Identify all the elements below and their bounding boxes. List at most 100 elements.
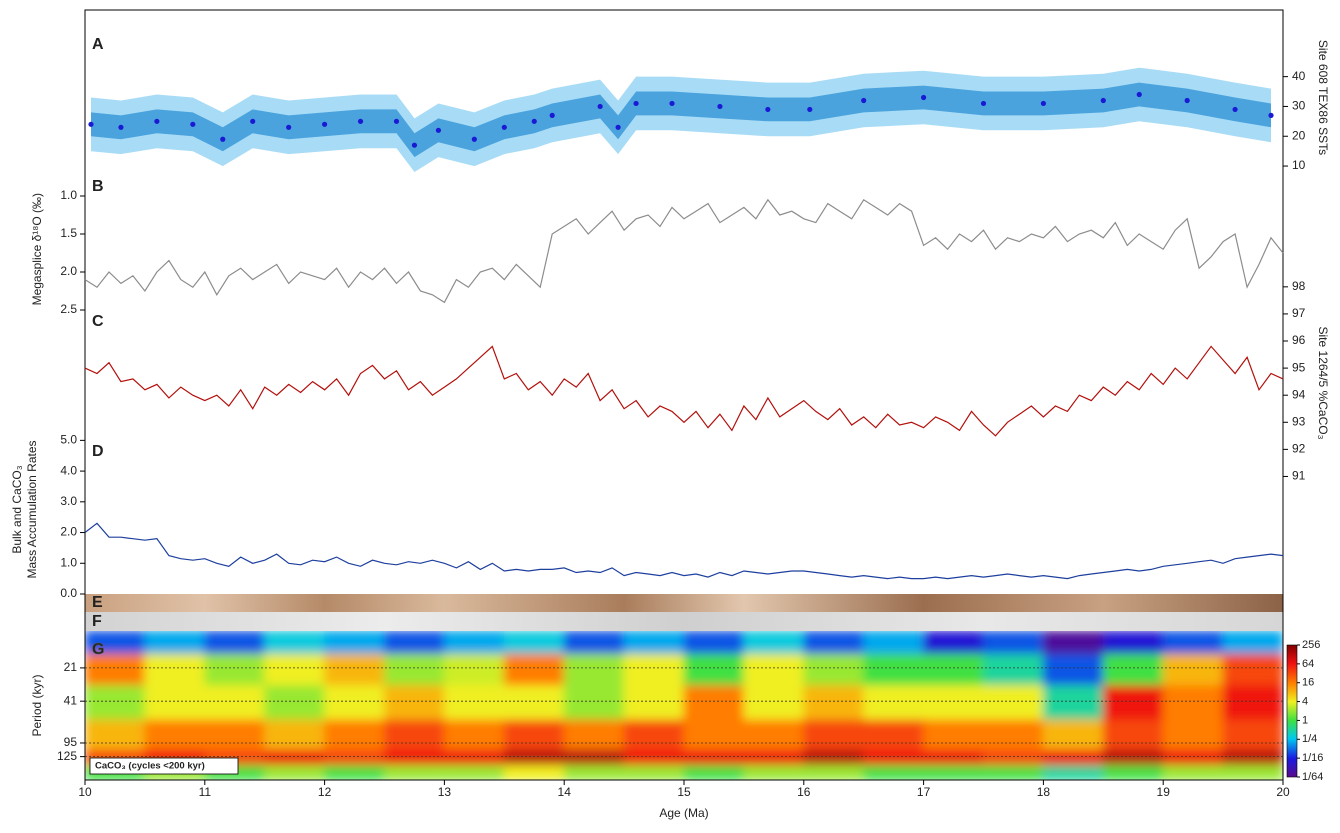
y-tick-label: 41 xyxy=(64,693,78,707)
heat-cell xyxy=(743,719,805,751)
core-image-strip xyxy=(85,594,1283,612)
y-tick-label: 96 xyxy=(1292,333,1306,347)
data-point xyxy=(88,121,94,127)
y-tick-label: 10 xyxy=(1292,158,1306,172)
y-tick-label: 4.0 xyxy=(60,463,77,477)
data-point xyxy=(1232,106,1238,113)
data-point xyxy=(549,112,555,118)
heat-cell xyxy=(683,719,745,751)
heat-cell xyxy=(204,631,266,655)
y-axis-title: Site 608 TEX86 SSTs xyxy=(1316,40,1330,155)
heat-cell xyxy=(1162,749,1224,767)
panel-letter: F xyxy=(92,613,102,630)
heat-cell xyxy=(743,765,805,780)
y-axis-title: Bulk and CaCO₃ xyxy=(10,465,24,553)
heat-cell xyxy=(1042,685,1104,721)
panel-letter: G xyxy=(92,641,104,658)
colorbar-tick-label: 1/4 xyxy=(1302,733,1317,745)
heat-cell xyxy=(503,719,565,751)
panel-letter: E xyxy=(92,594,103,611)
heat-cell xyxy=(743,685,805,721)
data-point xyxy=(1268,112,1274,118)
heat-cell xyxy=(623,653,685,687)
heat-cell xyxy=(1102,719,1164,751)
heat-cell xyxy=(563,719,625,751)
heat-cell xyxy=(443,765,505,780)
heat-cell xyxy=(863,749,925,767)
colorbar-tick-label: 64 xyxy=(1302,658,1314,670)
heat-cell xyxy=(803,719,865,751)
data-point xyxy=(1136,91,1142,98)
y-tick-label: 97 xyxy=(1292,306,1306,320)
heat-cell xyxy=(204,653,266,687)
y-tick-label: 20 xyxy=(1292,128,1306,142)
x-tick-label: 16 xyxy=(797,785,811,799)
data-point xyxy=(531,118,537,124)
data-point xyxy=(118,124,124,130)
y-axis-title: Period (kyr) xyxy=(30,674,44,736)
heat-cell xyxy=(324,765,385,780)
heat-cell xyxy=(983,765,1044,780)
x-tick-label: 18 xyxy=(1037,785,1051,799)
data-point xyxy=(1040,100,1046,107)
data-point xyxy=(411,142,418,148)
y-tick-label: 0.0 xyxy=(60,586,77,600)
heat-cell xyxy=(923,719,984,751)
x-tick-label: 20 xyxy=(1276,785,1290,799)
heat-cell xyxy=(503,685,565,721)
y-axis-title: Megasplice δ¹⁸O (‰) xyxy=(30,193,44,305)
x-tick-label: 14 xyxy=(558,785,572,799)
heat-cell xyxy=(983,631,1044,655)
x-tick-label: 11 xyxy=(199,785,212,799)
heat-cell xyxy=(923,765,984,780)
data-point xyxy=(154,118,160,124)
heat-cell xyxy=(1222,631,1283,655)
heat-cell xyxy=(384,719,445,751)
heat-cell xyxy=(803,631,865,655)
heat-cell xyxy=(743,653,805,687)
y-tick-label: 98 xyxy=(1292,279,1306,293)
panel-letter: C xyxy=(92,313,104,330)
heat-cell xyxy=(144,631,206,655)
heat-cell xyxy=(563,631,625,655)
heat-cell xyxy=(923,653,984,687)
heat-cell xyxy=(324,685,385,721)
heat-cell xyxy=(803,685,865,721)
data-point xyxy=(669,100,675,107)
heat-cell xyxy=(983,685,1044,721)
heat-cell xyxy=(384,653,445,687)
colorbar-tick-label: 1/64 xyxy=(1302,771,1323,783)
heat-cell xyxy=(683,765,745,780)
heat-cell xyxy=(85,631,146,655)
x-tick-label: 12 xyxy=(318,785,332,799)
data-line xyxy=(84,522,1284,580)
heat-cell xyxy=(923,631,984,655)
heat-cell xyxy=(1042,719,1104,751)
heat-cell xyxy=(443,749,505,767)
heat-cell xyxy=(803,765,865,780)
heat-cell xyxy=(923,685,984,721)
heat-cell xyxy=(503,653,565,687)
heat-cell xyxy=(1042,631,1104,655)
heat-cell xyxy=(863,631,925,655)
colorbar-tick-label: 1/16 xyxy=(1302,752,1323,764)
heat-cell xyxy=(1162,765,1224,780)
heat-cell xyxy=(503,631,565,655)
data-point xyxy=(250,118,256,124)
panel-letter: B xyxy=(92,178,104,195)
y-tick-label: 95 xyxy=(64,735,78,749)
heat-cell xyxy=(1162,685,1224,721)
heat-cell xyxy=(1162,719,1224,751)
y-tick-label: 3.0 xyxy=(60,494,77,508)
y-tick-label: 93 xyxy=(1292,414,1306,428)
data-point xyxy=(1184,97,1190,104)
heat-cell xyxy=(1222,749,1283,767)
data-point xyxy=(286,124,292,130)
heat-cell xyxy=(443,631,505,655)
heat-cell xyxy=(1102,653,1164,687)
heat-cell xyxy=(923,749,984,767)
heat-cell xyxy=(264,685,326,721)
data-point xyxy=(597,103,603,110)
heat-cell xyxy=(204,719,266,751)
